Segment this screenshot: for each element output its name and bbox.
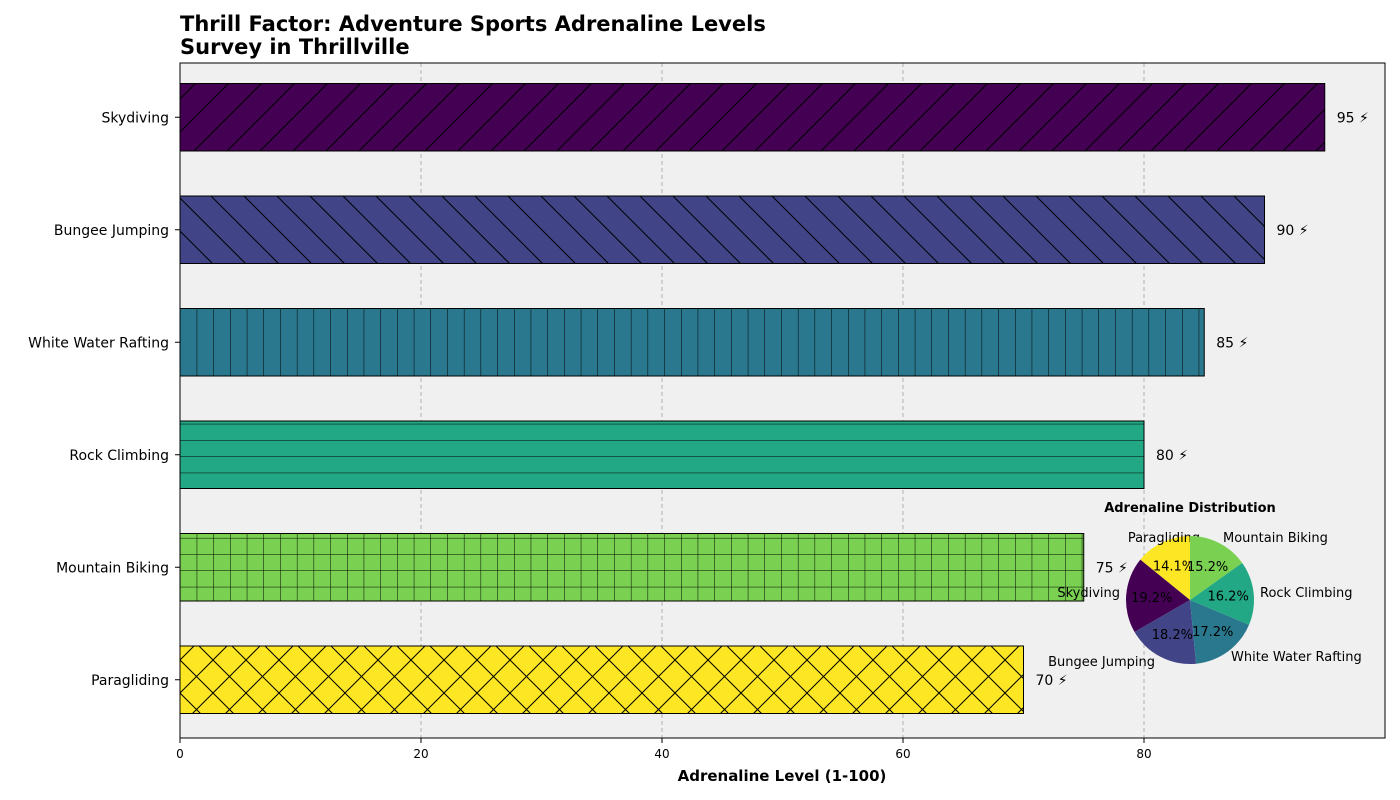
y-tick-label: Skydiving	[102, 110, 170, 126]
pie-slice-label: Skydiving	[1057, 586, 1120, 601]
y-tick-label: White Water Rafting	[28, 335, 169, 351]
bar-value-label: 95 ⚡	[1337, 110, 1369, 126]
x-axis-label: Adrenaline Level (1-100)	[678, 767, 887, 785]
bar-skydiving	[179, 83, 1326, 152]
bar-value-label: 85 ⚡	[1216, 335, 1248, 351]
bar-bungee-jumping	[179, 195, 1265, 264]
bar-value-label: 80 ⚡	[1156, 448, 1188, 464]
inset-pie-chart: Adrenaline Distribution 14.1% Paragliding…	[1048, 501, 1362, 670]
grid-lines	[420, 63, 1145, 738]
pie-title: Adrenaline Distribution	[1104, 501, 1276, 516]
pie-slice-skydiving	[1126, 559, 1190, 632]
x-tick-label: 60	[895, 747, 910, 761]
pie-percent-label: 16.2%	[1208, 590, 1249, 605]
chart-title-line-2: Survey in Thrillville	[180, 35, 410, 59]
bars	[179, 83, 1326, 714]
x-tick-label: 20	[413, 747, 428, 761]
bar-value-label: 90 ⚡	[1277, 223, 1309, 239]
pie-slice-label: Paragliding	[1128, 531, 1200, 546]
bar-rock-climbing	[179, 420, 1145, 489]
y-tick-label: Mountain Biking	[56, 560, 169, 576]
pie-slice-bungee-jumping	[1134, 600, 1197, 665]
x-tick-label: 40	[654, 747, 669, 761]
y-axis: Skydiving Bungee Jumping White Water Rafti…	[28, 110, 180, 689]
y-tick-label: Rock Climbing	[69, 448, 169, 464]
pie-percent-label: 14.1%	[1153, 559, 1194, 574]
x-axis: 0 20 40 60 80	[176, 738, 1152, 761]
pie-slice-label: Bungee Jumping	[1048, 655, 1155, 670]
x-tick-label: 80	[1136, 747, 1151, 761]
pie-percent-label: 15.2%	[1187, 560, 1228, 575]
bar-value-label: 70 ⚡	[1036, 673, 1068, 689]
chart-title-line-1: Thrill Factor: Adventure Sports Adrenali…	[180, 12, 766, 36]
x-tick-label: 0	[176, 747, 184, 761]
pie-slice-white-water-rafting	[1190, 600, 1250, 664]
value-labels: 95 ⚡ 90 ⚡ 85 ⚡ 80 ⚡ 75 ⚡ 70 ⚡	[1036, 110, 1369, 689]
bar-paragliding	[179, 645, 1024, 714]
pie-slice-mountain-biking	[1190, 536, 1243, 600]
plot-frame	[179, 62, 1386, 739]
y-tick-label: Bungee Jumping	[54, 223, 169, 239]
bar-mountain-biking	[179, 533, 1085, 602]
pie-slice-label: Rock Climbing	[1260, 586, 1353, 601]
bar-value-label: 75 ⚡	[1096, 560, 1128, 576]
y-tick-label: Paragliding	[91, 673, 169, 689]
pie-slice-label: Mountain Biking	[1223, 531, 1328, 546]
pie-percent-label: 19.2%	[1131, 591, 1172, 606]
pie-percent-label: 18.2%	[1152, 628, 1193, 643]
pie-percent-label: 17.2%	[1192, 625, 1233, 640]
pie-slice-paragliding	[1140, 536, 1190, 600]
bar-white-water-rafting	[179, 308, 1205, 377]
pie-slice-rock-climbing	[1190, 562, 1254, 625]
pie-slice-label: White Water Rafting	[1231, 650, 1362, 665]
